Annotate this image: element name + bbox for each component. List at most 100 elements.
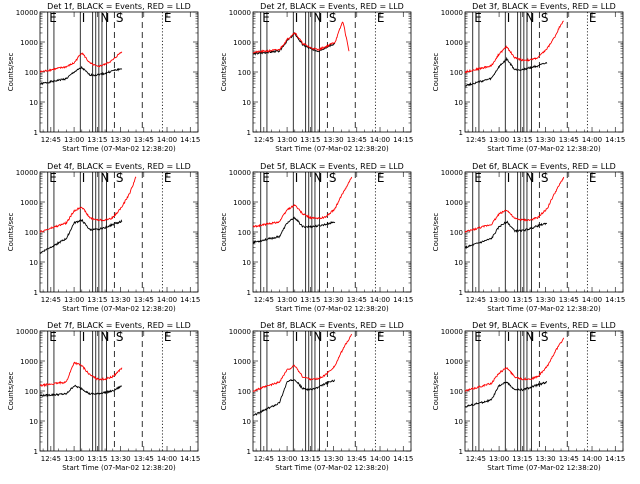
y-axis-label: Counts/sec <box>7 372 15 411</box>
x-tick-label: 13:00 <box>489 296 509 304</box>
x-tick-label: 14:00 <box>370 136 390 144</box>
x-tick-label: 14:15 <box>180 296 200 304</box>
y-tick-label: 1000 <box>445 199 463 207</box>
panel-title: Det 2f, BLACK = Events, RED = LLD <box>260 2 404 11</box>
x-tick-label: 13:30 <box>535 136 555 144</box>
plot-frame <box>39 171 199 293</box>
y-tick-label: 10 <box>454 418 463 426</box>
y-tick-label: 1 <box>247 129 251 137</box>
y-tick-label: 10000 <box>16 9 38 17</box>
x-tick-label: 14:15 <box>393 455 413 463</box>
panel-det-9: Det 9f, BLACK = Events, RED = LLD 1 10 100 1… <box>432 321 625 472</box>
y-tick-label: 1 <box>247 448 251 456</box>
y-tick-label: 10000 <box>229 9 251 17</box>
x-tick-label: 13:00 <box>64 136 84 144</box>
x-tick-label: 12:45 <box>254 136 274 144</box>
x-tick-label: 12:45 <box>466 455 486 463</box>
y-tick-label: 100 <box>450 69 463 77</box>
y-tick-label: 10000 <box>441 9 463 17</box>
marker-label: N <box>100 11 109 25</box>
y-tick-label: 10000 <box>441 328 463 336</box>
panel-title: Det 4f, BLACK = Events, RED = LLD <box>47 162 191 171</box>
x-axis-label: Start Time (07-Mar-02 12:38:20) <box>487 145 601 153</box>
y-tick-label: 1000 <box>233 358 251 366</box>
x-tick-label: 13:30 <box>535 296 555 304</box>
x-tick-label: 13:00 <box>277 455 297 463</box>
panel-title: Det 3f, BLACK = Events, RED = LLD <box>472 2 616 11</box>
y-axis-label: Counts/sec <box>7 213 15 252</box>
y-tick-label: 1 <box>459 448 463 456</box>
marker-label: E <box>474 171 482 185</box>
y-tick-label: 1 <box>459 129 463 137</box>
x-tick-label: 13:45 <box>347 455 367 463</box>
marker-label: N <box>525 171 534 185</box>
marker-label: I <box>295 330 299 344</box>
x-tick-label: 14:15 <box>393 136 413 144</box>
x-tick-label: 13:15 <box>512 136 532 144</box>
x-tick-label: 13:00 <box>489 136 509 144</box>
marker-label: E <box>164 171 172 185</box>
events-series-line <box>252 378 335 416</box>
x-tick-label: 14:00 <box>157 296 177 304</box>
x-axis-label: Start Time (07-Mar-02 12:38:20) <box>62 305 176 313</box>
marker-label: E <box>49 11 57 25</box>
marker-label: E <box>164 330 172 344</box>
x-tick-label: 14:15 <box>180 136 200 144</box>
x-tick-label: 14:00 <box>370 296 390 304</box>
y-tick-label: 10 <box>242 259 251 267</box>
marker-label: E <box>377 330 385 344</box>
y-tick-label: 10 <box>29 99 38 107</box>
panel-det-3: Det 3f, BLACK = Events, RED = LLD 1 10 100 1… <box>432 2 625 153</box>
x-tick-label: 14:15 <box>605 296 625 304</box>
x-axis-label: Start Time (07-Mar-02 12:38:20) <box>62 145 176 153</box>
x-tick-label: 13:45 <box>134 136 154 144</box>
plot-frame <box>39 330 199 452</box>
marker-label: E <box>589 11 597 25</box>
x-axis-label: Start Time (07-Mar-02 12:38:20) <box>275 464 389 472</box>
x-axis-label: Start Time (07-Mar-02 12:38:20) <box>62 464 176 472</box>
lld-series-line <box>464 176 565 233</box>
marker-label: N <box>313 11 322 25</box>
y-tick-label: 1000 <box>445 39 463 47</box>
lld-series-line <box>39 51 123 73</box>
y-tick-label: 1000 <box>20 358 38 366</box>
x-tick-label: 13:00 <box>277 296 297 304</box>
panel-det-5: Det 5f, BLACK = Events, RED = LLD 1 10 100 1… <box>220 162 413 313</box>
x-tick-label: 13:15 <box>87 455 107 463</box>
y-axis-label: Counts/sec <box>220 372 228 411</box>
plot-frame <box>252 171 412 293</box>
x-tick-label: 13:45 <box>134 455 154 463</box>
y-tick-label: 10 <box>242 99 251 107</box>
x-tick-label: 13:15 <box>300 136 320 144</box>
lld-series-line <box>39 176 137 233</box>
y-tick-label: 10 <box>242 418 251 426</box>
marker-label: E <box>589 171 597 185</box>
y-tick-label: 10 <box>29 259 38 267</box>
panel-det-8: Det 8f, BLACK = Events, RED = LLD 1 10 100 1… <box>220 321 413 472</box>
x-tick-label: 13:45 <box>347 136 367 144</box>
x-tick-label: 12:45 <box>466 296 486 304</box>
lld-series-line <box>252 21 350 54</box>
x-tick-label: 13:15 <box>87 296 107 304</box>
y-tick-label: 1 <box>34 289 38 297</box>
panel-det-4: Det 4f, BLACK = Events, RED = LLD 1 10 100 1… <box>7 162 200 313</box>
marker-label: N <box>525 11 534 25</box>
x-tick-label: 13:30 <box>323 296 343 304</box>
marker-label: S <box>329 330 337 344</box>
x-axis-label: Start Time (07-Mar-02 12:38:20) <box>487 464 601 472</box>
y-tick-label: 100 <box>25 388 38 396</box>
x-tick-label: 14:00 <box>157 136 177 144</box>
events-series-line <box>39 218 123 255</box>
marker-label: I <box>82 171 86 185</box>
y-tick-label: 10000 <box>16 328 38 336</box>
x-axis-label: Start Time (07-Mar-02 12:38:20) <box>487 305 601 313</box>
y-tick-label: 1000 <box>20 39 38 47</box>
marker-label: S <box>541 11 549 25</box>
lld-series-line <box>40 361 123 388</box>
y-tick-label: 10000 <box>229 328 251 336</box>
y-tick-label: 1 <box>247 289 251 297</box>
y-tick-label: 10 <box>454 99 463 107</box>
x-tick-label: 13:00 <box>64 455 84 463</box>
x-tick-label: 14:00 <box>582 136 602 144</box>
